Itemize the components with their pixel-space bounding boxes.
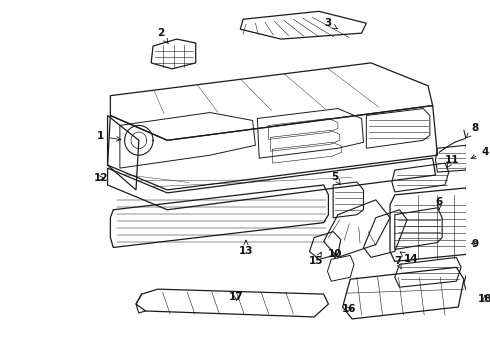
Text: 11: 11 bbox=[444, 155, 459, 168]
Text: 18: 18 bbox=[478, 294, 490, 304]
Text: 10: 10 bbox=[328, 249, 343, 260]
Text: 8: 8 bbox=[466, 123, 479, 138]
Text: 13: 13 bbox=[239, 240, 253, 256]
Text: 3: 3 bbox=[325, 18, 337, 29]
Text: 14: 14 bbox=[400, 252, 418, 264]
Text: 17: 17 bbox=[229, 292, 244, 302]
Text: 12: 12 bbox=[94, 173, 108, 183]
Text: 9: 9 bbox=[471, 239, 479, 248]
Text: 7: 7 bbox=[394, 256, 401, 269]
Text: 2: 2 bbox=[157, 28, 168, 43]
Text: 4: 4 bbox=[471, 147, 489, 159]
Text: 15: 15 bbox=[309, 252, 323, 266]
Text: 5: 5 bbox=[331, 172, 341, 185]
Text: 1: 1 bbox=[98, 131, 121, 141]
Text: 6: 6 bbox=[436, 197, 443, 210]
Text: 16: 16 bbox=[342, 304, 357, 314]
